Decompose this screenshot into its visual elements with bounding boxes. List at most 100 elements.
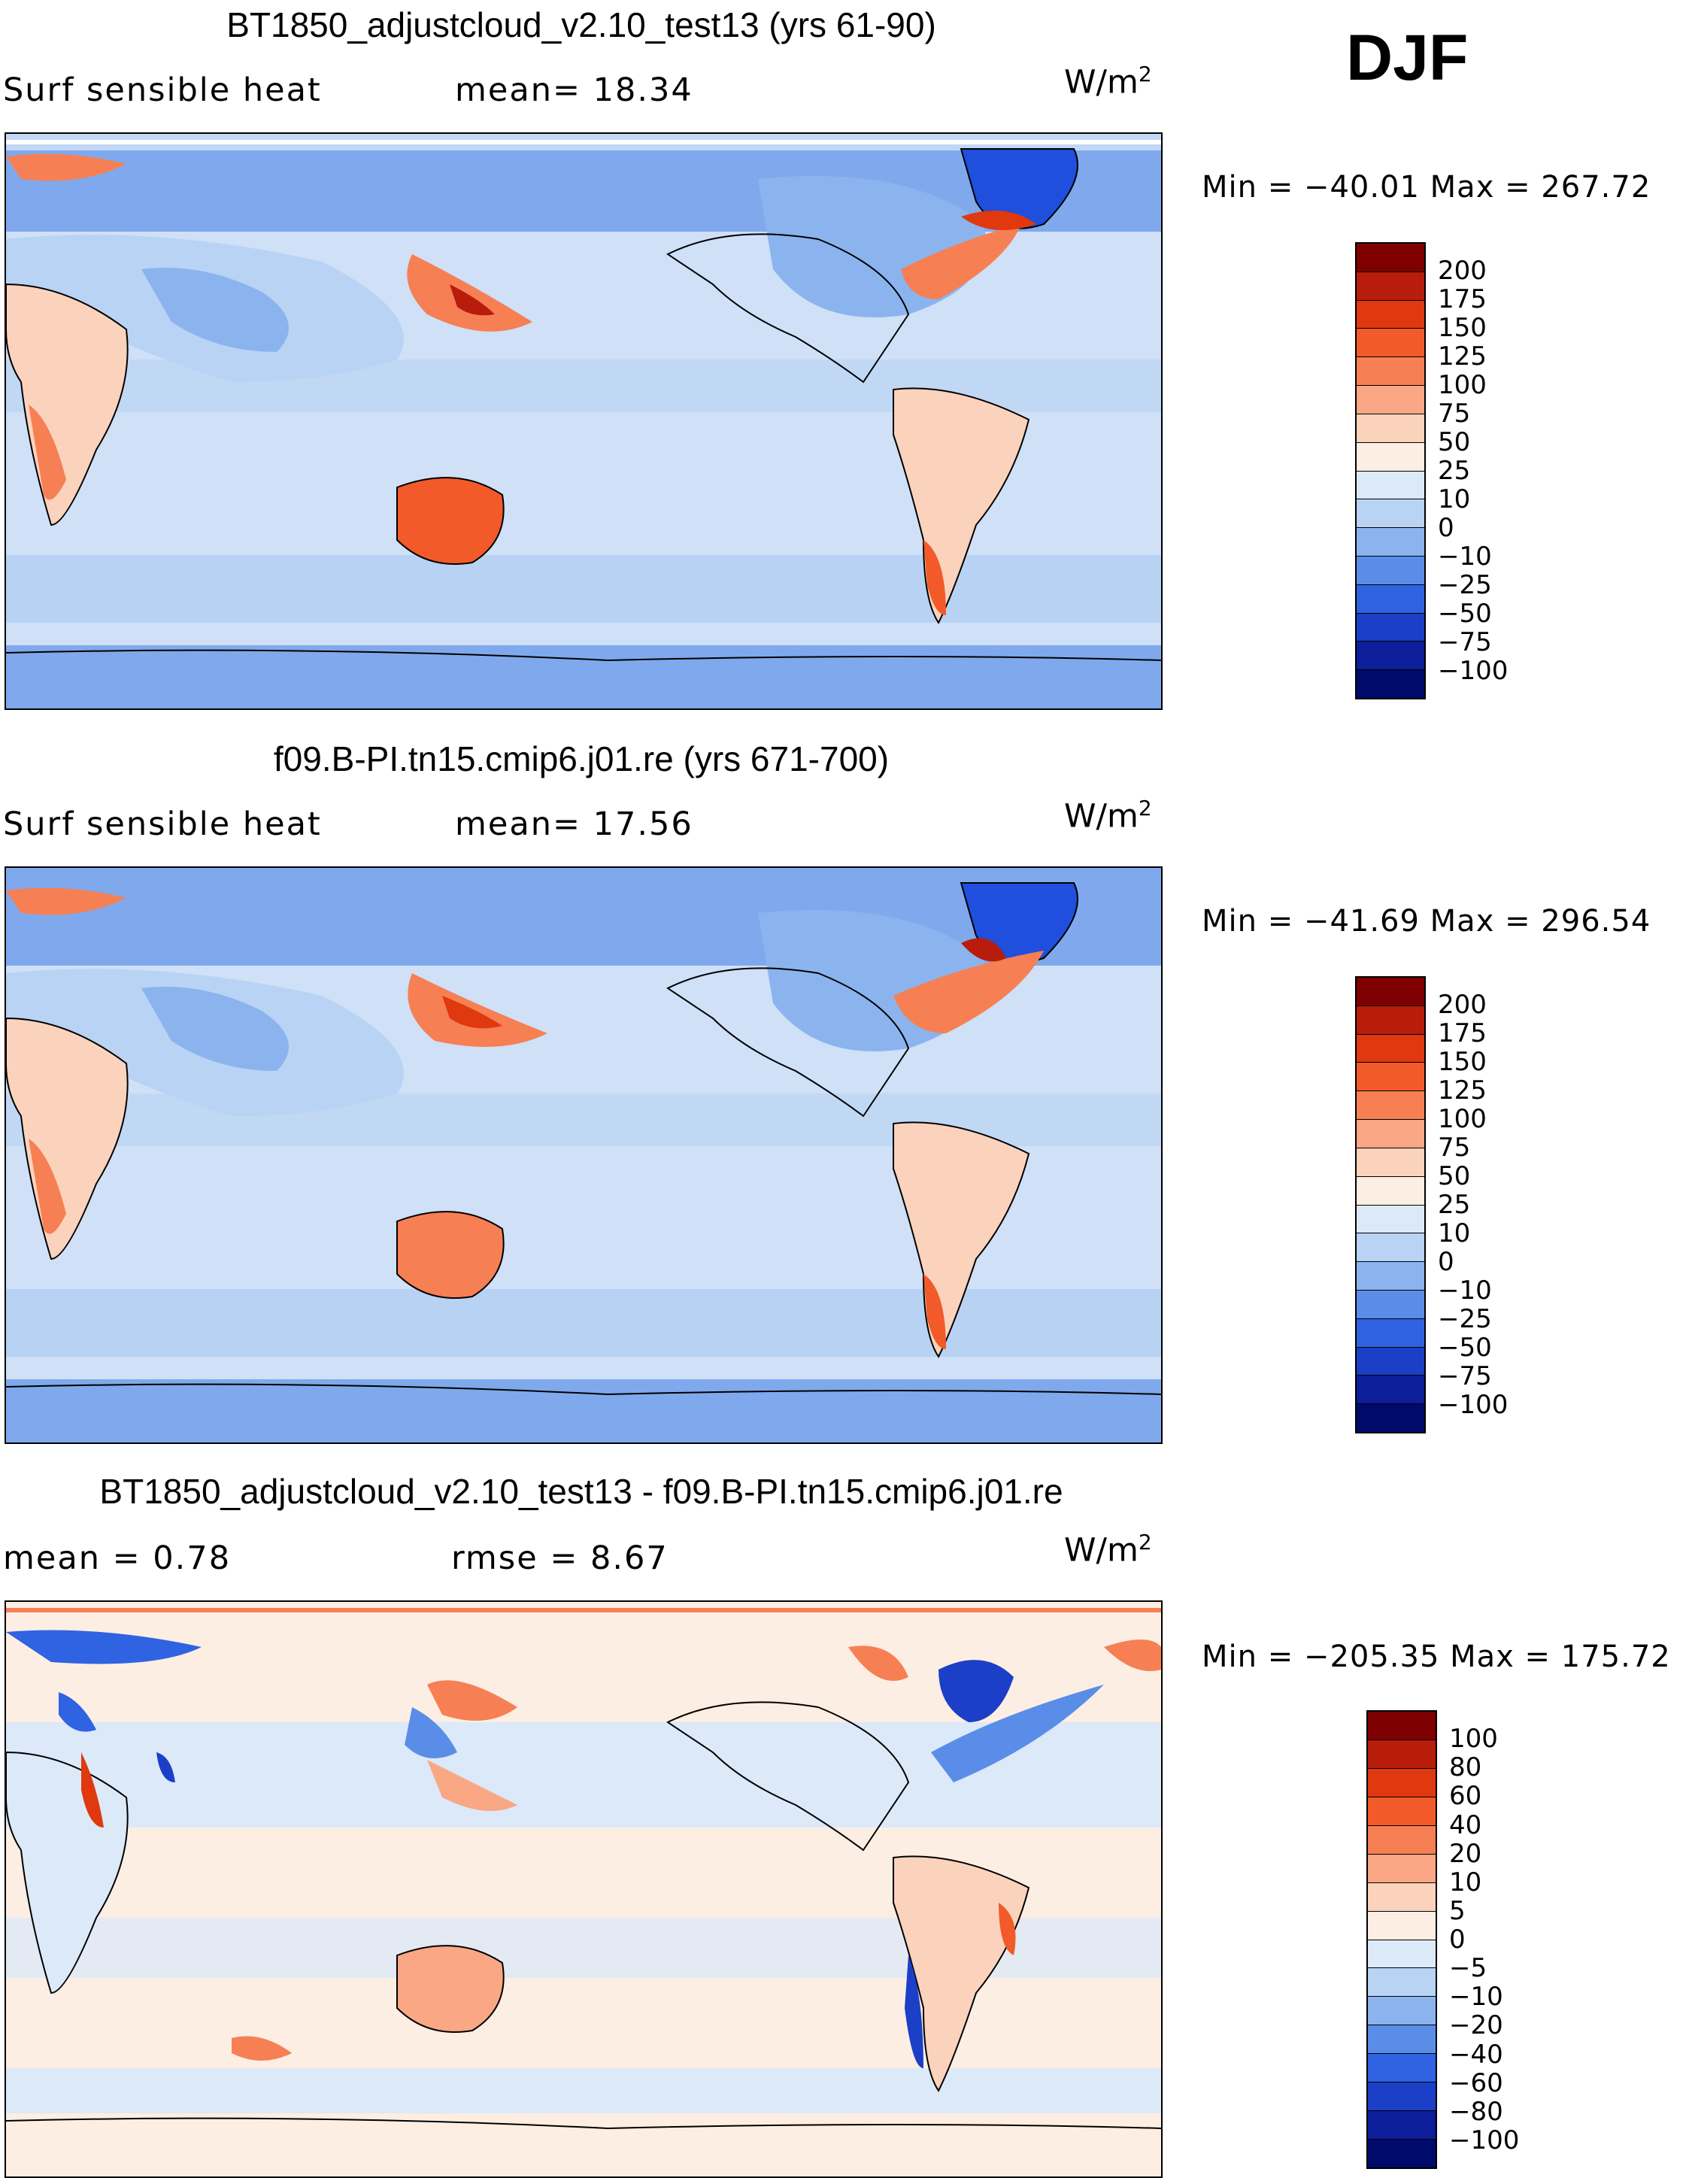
colorbar-tick-labels: 100 80 60 40 20 10 5 0 −5 −10 −20 −40 −60 −80 −100 <box>1449 1710 1600 2169</box>
colorbar-tick-label: −25 <box>1438 570 1492 600</box>
colorbar-swatch <box>1357 1290 1424 1319</box>
colorbar-tick-label: −100 <box>1438 1390 1509 1420</box>
colorbar-tick-label: 10 <box>1438 484 1471 514</box>
rmse-label: rmse = 8.67 <box>451 1539 669 1577</box>
colorbar-tick-label: −75 <box>1438 1361 1492 1391</box>
colorbar-swatch <box>1368 2025 1436 2055</box>
colorbar-swatch <box>1357 499 1424 529</box>
mean-label: mean = 0.78 <box>3 1539 232 1577</box>
colorbar-swatch <box>1357 670 1424 698</box>
colorbar-swatch <box>1357 1006 1424 1035</box>
variable-label: Surf sensible heat <box>3 71 322 109</box>
colorbar-swatch <box>1357 613 1424 642</box>
colorbar <box>1366 1710 1437 2169</box>
colorbar-swatch <box>1368 2082 1436 2112</box>
panel-title: BT1850_adjustcloud_v2.10_test13 - f09.B-… <box>99 1472 1063 1511</box>
colorbar <box>1355 242 1426 699</box>
colorbar-tick-label: 60 <box>1449 1781 1482 1812</box>
colorbar-swatch <box>1357 300 1424 329</box>
min-max-label: Min = −40.01 Max = 267.72 <box>1202 170 1651 205</box>
colorbar-tick-label: −20 <box>1449 2010 1503 2041</box>
colorbar-swatch <box>1368 1768 1436 1797</box>
colorbar-swatch <box>1357 1148 1424 1177</box>
colorbar-swatch <box>1357 414 1424 443</box>
colorbar-tick-label: 80 <box>1449 1752 1482 1783</box>
colorbar-tick-label: 40 <box>1449 1809 1482 1840</box>
colorbar-swatch <box>1357 1063 1424 1092</box>
mean-label: mean= 17.56 <box>455 805 693 843</box>
colorbar-swatch <box>1368 1968 1436 1997</box>
colorbar-tick-label: 0 <box>1449 1925 1466 1955</box>
colorbar-tick-label: −75 <box>1438 627 1492 657</box>
colorbar-swatch <box>1357 642 1424 671</box>
colorbar-tick-label: 125 <box>1438 1075 1487 1106</box>
colorbar-swatch <box>1357 442 1424 472</box>
colorbar-tick-label: 0 <box>1438 1247 1454 1277</box>
colorbar-swatch <box>1357 1034 1424 1063</box>
colorbar-tick-label: 10 <box>1438 1218 1471 1248</box>
panel-title: f09.B-PI.tn15.cmip6.j01.re (yrs 671-700) <box>273 739 890 778</box>
sensible-heat-map <box>5 866 1163 1444</box>
colorbar-tick-label: 75 <box>1438 399 1471 429</box>
colorbar-tick-label: −50 <box>1438 599 1492 629</box>
colorbar-swatch <box>1357 1262 1424 1291</box>
colorbar-swatch <box>1368 1740 1436 1769</box>
variable-label: Surf sensible heat <box>3 805 322 843</box>
panel-title: BT1850_adjustcloud_v2.10_test13 (yrs 61-… <box>226 5 936 44</box>
colorbar-swatch <box>1357 584 1424 614</box>
colorbar-tick-label: 50 <box>1438 427 1471 457</box>
colorbar-tick-label: −60 <box>1449 2067 1503 2098</box>
colorbar-swatch <box>1357 386 1424 414</box>
panel-model: BT1850_adjustcloud_v2.10_test13 (yrs 61-… <box>0 0 1689 737</box>
colorbar-tick-label: 25 <box>1438 1190 1471 1220</box>
colorbar-tick-label: 10 <box>1449 1867 1482 1897</box>
colorbar-swatch <box>1357 1233 1424 1263</box>
colorbar-swatch <box>1357 1318 1424 1348</box>
colorbar-swatch <box>1357 329 1424 358</box>
colorbar-swatch <box>1357 471 1424 500</box>
sensible-heat-map <box>5 132 1163 710</box>
colorbar-tick-labels: 200 175 150 125 100 75 50 25 10 0 −10 −25 −50 −75 −100 <box>1438 976 1588 1433</box>
colorbar <box>1355 976 1426 1433</box>
colorbar-tick-label: 25 <box>1438 456 1471 486</box>
colorbar-tick-label: −5 <box>1449 1953 1487 1984</box>
colorbar-swatch <box>1357 244 1424 272</box>
colorbar-tick-label: 175 <box>1438 284 1487 314</box>
season-label: DJF <box>1346 22 1469 94</box>
mean-label: mean= 18.34 <box>455 71 693 109</box>
map-field <box>6 1602 1161 2176</box>
colorbar-tick-labels: 200 175 150 125 100 75 50 25 10 0 −10 −25 −50 −75 −100 <box>1438 242 1588 699</box>
colorbar-swatch <box>1357 1376 1424 1405</box>
colorbar-swatch <box>1357 1176 1424 1206</box>
min-max-label: Min = −205.35 Max = 175.72 <box>1202 1640 1671 1674</box>
colorbar-swatch <box>1357 357 1424 387</box>
colorbar-swatch <box>1368 1997 1436 2026</box>
colorbar-swatch <box>1368 2140 1436 2167</box>
colorbar-tick-label: 20 <box>1449 1838 1482 1869</box>
map-field <box>6 868 1161 1442</box>
colorbar-tick-label: 5 <box>1449 1895 1466 1926</box>
colorbar-swatch <box>1368 2054 1436 2083</box>
colorbar-swatch <box>1357 1404 1424 1432</box>
units-label: W/m2 <box>1064 1530 1152 1570</box>
colorbar-swatch <box>1357 271 1424 301</box>
colorbar-tick-label: 150 <box>1438 1047 1487 1077</box>
difference-map <box>5 1600 1163 2178</box>
colorbar-tick-label: 125 <box>1438 341 1487 372</box>
colorbar-swatch <box>1368 1854 1436 1883</box>
colorbar-swatch <box>1357 556 1424 585</box>
colorbar-tick-label: 100 <box>1449 1724 1498 1755</box>
colorbar-tick-label: 75 <box>1438 1133 1471 1163</box>
colorbar-tick-label: −10 <box>1438 541 1492 572</box>
colorbar-tick-label: 100 <box>1438 1104 1487 1134</box>
colorbar-tick-label: 200 <box>1438 990 1487 1020</box>
colorbar-tick-label: 200 <box>1438 256 1487 286</box>
colorbar-tick-label: 50 <box>1438 1161 1471 1191</box>
colorbar-tick-label: −80 <box>1449 2096 1503 2127</box>
colorbar-tick-label: −100 <box>1438 656 1509 686</box>
colorbar-tick-label: 100 <box>1438 370 1487 400</box>
colorbar-tick-label: 175 <box>1438 1018 1487 1048</box>
colorbar-tick-label: −40 <box>1449 2039 1503 2070</box>
colorbar-tick-label: −100 <box>1449 2125 1520 2155</box>
units-label: W/m2 <box>1064 62 1152 102</box>
